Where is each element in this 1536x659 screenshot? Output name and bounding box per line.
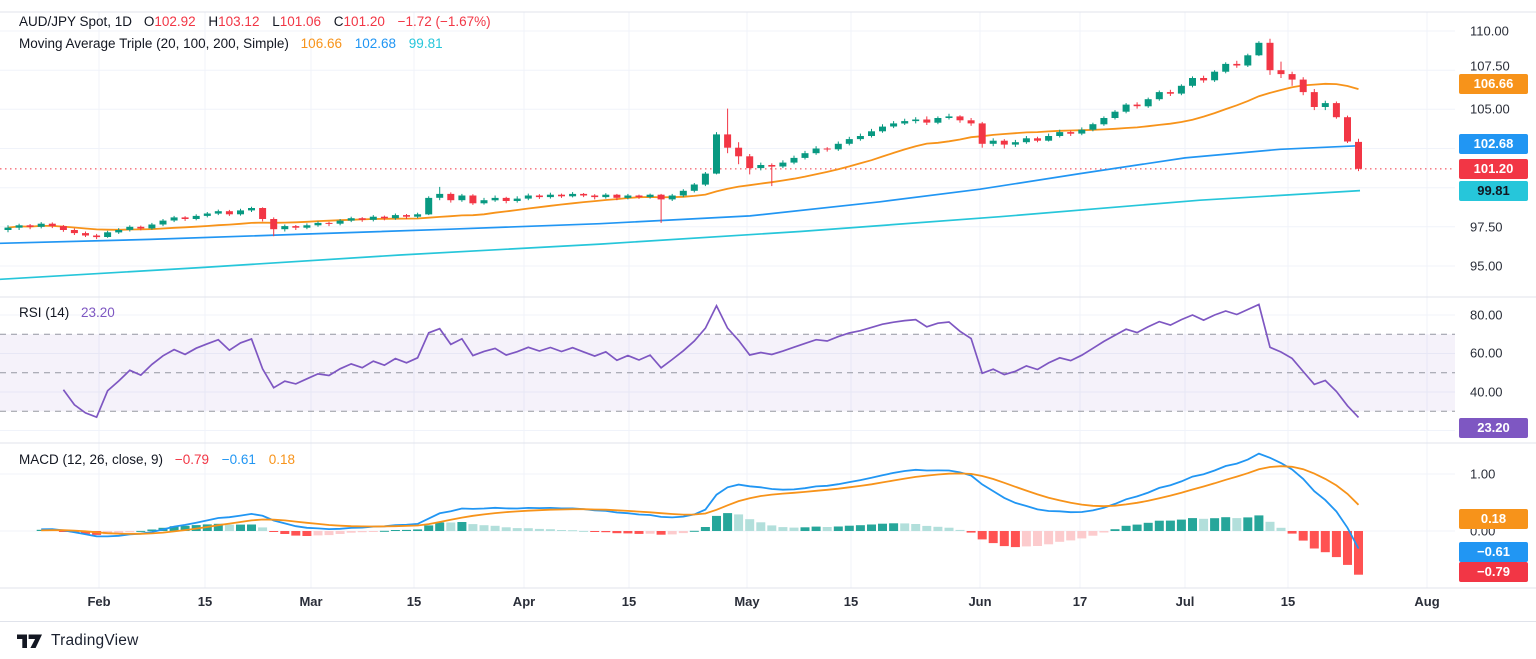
time-axis-label: 15 — [843, 594, 859, 609]
price-badge: 102.68 — [1459, 134, 1528, 154]
footer: TradingView — [0, 621, 1536, 659]
symbol-legend-row: AUD/JPY Spot, 1D O102.92 H103.12 L101.06… — [19, 11, 500, 33]
time-axis-label: Feb — [87, 594, 111, 609]
rsi-line — [62, 303, 1360, 419]
time-axis-label: 15 — [621, 594, 637, 609]
price-badge: 101.20 — [1459, 159, 1528, 179]
time-axis-label: Aug — [1414, 594, 1440, 609]
price-badge: 99.81 — [1459, 181, 1528, 201]
symbol-legend: AUD/JPY Spot, 1D O102.92 H103.12 L101.06… — [19, 11, 500, 55]
grid-lines — [0, 12, 1455, 588]
time-axis-label: Mar — [299, 594, 323, 609]
time-axis-label: Apr — [512, 594, 536, 609]
macd-badge: 0.18 — [1459, 509, 1528, 529]
ohlc-open: O102.92 — [143, 14, 196, 29]
axis-label: 97.50 — [1470, 219, 1503, 235]
price-badge: 106.66 — [1459, 74, 1528, 94]
rsi-badge: 23.20 — [1459, 418, 1528, 438]
change-value: −1.72 (−1.67%) — [397, 14, 491, 29]
tradingview-logo[interactable]: TradingView — [16, 630, 139, 652]
axis-label: 105.00 — [1470, 101, 1510, 117]
sma200-line — [0, 189, 1361, 281]
tradingview-logo-text: TradingView — [51, 632, 139, 649]
macd-badge: −0.61 — [1459, 542, 1528, 562]
macd-line — [41, 452, 1360, 549]
ma-indicator-title[interactable]: Moving Average Triple (20, 100, 200, Sim… — [19, 36, 289, 51]
tradingview-logo-icon — [17, 634, 42, 648]
axis-label: 60.00 — [1470, 345, 1503, 361]
ohlc-low: L101.06 — [272, 14, 322, 29]
macd-legend: MACD (12, 26, close, 9) −0.79 −0.61 0.18 — [19, 449, 304, 471]
axis-label: 40.00 — [1470, 384, 1503, 400]
axis-label: 110.00 — [1470, 23, 1509, 39]
axis-label: 1.00 — [1470, 466, 1496, 482]
ma20-value: 106.66 — [300, 36, 342, 51]
time-axis-label: Jul — [1175, 594, 1195, 609]
macd-histogram-value: −0.79 — [174, 452, 209, 467]
macd-indicator-title[interactable]: MACD (12, 26, close, 9) — [19, 452, 164, 467]
rsi-value: 23.20 — [81, 305, 115, 320]
ohlc-high: H103.12 — [208, 14, 260, 29]
time-axis-label: 15 — [1280, 594, 1296, 609]
ma100-value: 102.68 — [354, 36, 397, 51]
ma200-value: 99.81 — [408, 36, 443, 51]
axis-label: 95.00 — [1470, 258, 1503, 274]
ma-legend-row: Moving Average Triple (20, 100, 200, Sim… — [19, 33, 500, 55]
time-axis-label: 17 — [1072, 594, 1088, 609]
candlestick-series — [4, 38, 1362, 240]
chart-canvas[interactable] — [0, 0, 1536, 621]
macd-line-value: −0.61 — [221, 452, 256, 467]
sma20-line — [7, 82, 1359, 231]
time-axis-label: 15 — [406, 594, 422, 609]
macd-signal-line — [41, 465, 1360, 535]
macd-badge: −0.79 — [1459, 562, 1528, 582]
symbol-title[interactable]: AUD/JPY Spot, 1D — [19, 14, 133, 29]
axis-label: 80.00 — [1470, 307, 1503, 323]
sma100-line — [0, 144, 1361, 245]
rsi-legend: RSI (14) 23.20 — [19, 302, 124, 324]
time-axis-label: May — [734, 594, 760, 609]
rsi-indicator-title[interactable]: RSI (14) — [19, 305, 70, 320]
macd-signal-value: 0.18 — [268, 452, 295, 467]
time-axis-label: 15 — [197, 594, 213, 609]
axis-label: 107.50 — [1470, 58, 1510, 74]
pane-dividers — [0, 11, 1536, 589]
ohlc-close: C101.20 — [333, 14, 385, 29]
time-axis-label: Jun — [968, 594, 992, 609]
